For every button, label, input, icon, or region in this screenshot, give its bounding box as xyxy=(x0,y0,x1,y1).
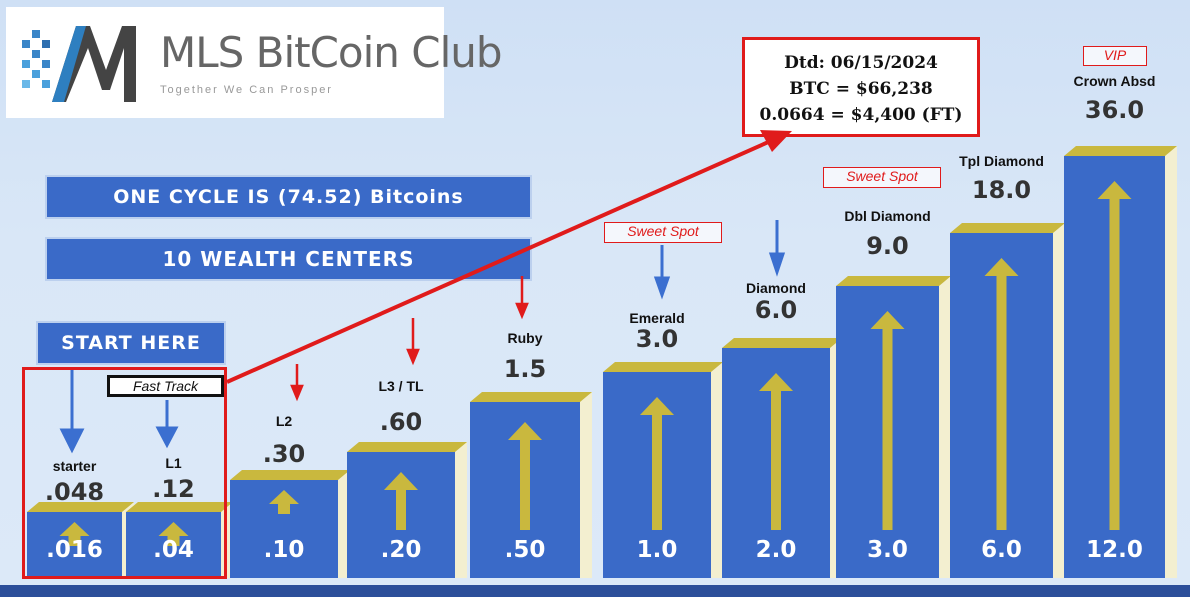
level-base-value: 3.0 xyxy=(867,537,908,563)
level-top-value: 36.0 xyxy=(1084,96,1145,124)
level-base-value: 1.0 xyxy=(636,537,678,563)
up-arrow-icon xyxy=(384,472,418,530)
start-here-frame xyxy=(22,367,227,579)
column-cap xyxy=(27,502,134,512)
level-name: Tpl Diamond xyxy=(959,153,1044,169)
up-arrow-icon xyxy=(59,522,90,546)
up-arrow-icon xyxy=(759,373,793,530)
wealth-centers-banner: 10 WEALTH CENTERS xyxy=(45,237,532,281)
column-side xyxy=(580,392,592,578)
level-name: L1 xyxy=(165,455,182,471)
sweet-spot-tag-emerald: Sweet Spot xyxy=(604,222,722,243)
level-base-value: .016 xyxy=(46,537,103,563)
btc-info-box: Dtd: 06/15/2024 BTC = $66,238 0.0664 = $… xyxy=(742,37,980,137)
up-arrow-icon xyxy=(158,522,189,546)
level-top-value: 6.0 xyxy=(754,296,798,324)
level-name: Crown Absd xyxy=(1073,73,1156,89)
up-arrow-icon xyxy=(870,311,905,530)
logo-tagline: Together We Can Prosper xyxy=(160,84,333,96)
level-name: L3 / TL xyxy=(378,378,424,394)
level-base-value: .04 xyxy=(153,537,194,563)
level-top-value: .12 xyxy=(152,475,195,503)
fast-track-arrow xyxy=(226,134,783,384)
column-cap xyxy=(470,392,592,402)
column-cap xyxy=(347,442,467,452)
vip-tag: VIP xyxy=(1083,46,1147,66)
column-cap xyxy=(603,362,723,372)
column-cap xyxy=(230,470,350,480)
up-arrow-icon xyxy=(269,490,299,514)
logo-title: MLS BitCoin Club xyxy=(160,28,503,77)
start-here-banner: START HERE xyxy=(36,321,226,365)
cycle-banner: ONE CYCLE IS (74.52) Bitcoins xyxy=(45,175,532,219)
level-top-value: .30 xyxy=(262,440,306,468)
level-base-value: 6.0 xyxy=(981,537,1022,563)
sweet-spot-tag-dbl-diamond: Sweet Spot xyxy=(823,167,941,188)
column-cap xyxy=(836,276,951,286)
level-base-value: .20 xyxy=(380,537,422,563)
info-date: Dtd: 06/15/2024 xyxy=(784,53,938,73)
level-name: starter xyxy=(52,458,97,474)
info-ft-value: 0.0664 = $4,400 (FT) xyxy=(759,105,963,125)
level-top-value: 3.0 xyxy=(635,325,679,353)
up-arrow-icon xyxy=(1097,181,1132,530)
mls-logo-icon xyxy=(22,26,136,102)
level-base-value: .10 xyxy=(263,537,305,563)
bottom-bar xyxy=(0,585,1190,597)
column-cap xyxy=(126,502,233,512)
level-top-value: 1.5 xyxy=(503,355,547,383)
up-arrow-icon xyxy=(508,422,542,530)
level-base-value: .50 xyxy=(504,537,546,563)
level-top-value: .60 xyxy=(379,408,423,436)
level-name: Diamond xyxy=(746,280,806,296)
column-cap xyxy=(950,223,1065,233)
level-base-value: 2.0 xyxy=(755,537,797,563)
column-side xyxy=(1053,223,1065,578)
column-side xyxy=(939,276,951,578)
fast-track-tag: Fast Track xyxy=(107,375,224,397)
column-side xyxy=(1165,146,1177,578)
column-side xyxy=(455,442,467,578)
up-arrow-icon xyxy=(984,258,1019,530)
info-btc-price: BTC = $66,238 xyxy=(789,79,933,99)
up-arrow-icon xyxy=(640,397,674,530)
column-cap xyxy=(722,338,842,348)
level-base-value: 12.0 xyxy=(1086,537,1143,563)
level-name: Ruby xyxy=(507,330,543,346)
level-top-value: .048 xyxy=(44,478,105,506)
level-top-value: 9.0 xyxy=(866,232,909,260)
column-cap xyxy=(1064,146,1177,156)
column-side xyxy=(711,362,723,578)
level-name: Dbl Diamond xyxy=(844,208,931,224)
level-top-value: 18.0 xyxy=(971,176,1032,204)
level-name: L2 xyxy=(275,413,293,429)
level-name: Emerald xyxy=(629,310,685,326)
